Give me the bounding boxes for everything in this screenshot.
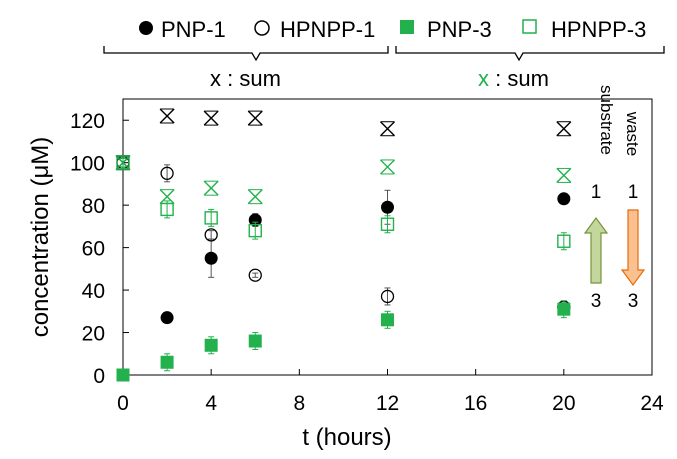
point-hpnpp-1-1 <box>160 166 174 180</box>
point-hpnpp-3-3 <box>380 217 395 231</box>
point-pnp-1-0 <box>160 311 174 325</box>
point-pnp-3-2 <box>557 302 571 316</box>
y-axis: 0 20 40 60 80 100 120 <box>70 110 129 388</box>
x-stroke <box>556 121 572 137</box>
point-pnp-3-2 <box>116 368 130 382</box>
x-tick-label: 8 <box>293 392 305 415</box>
x-axis-label: t (hours) <box>302 424 391 451</box>
point-x-sum-5 <box>556 167 572 183</box>
annotation-substrate: substrate 1 3 <box>583 85 616 312</box>
point-hpnpp-3-3 <box>248 223 262 238</box>
legend-item-pnp3: PNP-3 <box>400 17 492 42</box>
x-tick-label: 4 <box>205 392 217 415</box>
waste-label: waste <box>623 111 642 156</box>
plot-frame <box>122 98 653 376</box>
point-pnp-1-0 <box>204 251 218 265</box>
x-stroke <box>159 108 175 124</box>
point-pnp-1-0 <box>248 213 262 227</box>
point-hpnpp-3-3 <box>116 155 130 170</box>
point-x-sum-5 <box>115 155 131 171</box>
waste-top: 1 <box>628 182 639 203</box>
point-x-sum-4 <box>380 121 395 137</box>
x-stroke <box>115 155 131 171</box>
legend-item-hpnpp3: HPNPP-3 <box>522 17 646 42</box>
legend-marker-hpnpp3 <box>522 19 537 34</box>
point-x-sum-4 <box>203 110 219 126</box>
legend-label-pnp3: PNP-3 <box>427 17 492 42</box>
point-x-sum-4 <box>159 108 175 124</box>
x-stroke <box>247 110 263 126</box>
point-pnp-1-0 <box>381 200 394 214</box>
point-x-sum-5 <box>159 189 175 205</box>
y-tick-label: 20 <box>82 323 105 346</box>
legend-label-pnp1: PNP-1 <box>161 17 226 42</box>
legend-label-hpnpp3: HPNPP-3 <box>551 17 646 42</box>
sum-text-green: : sum <box>489 66 549 91</box>
sum-label-green: x : sum <box>478 66 549 91</box>
x-tick-label: 16 <box>464 392 487 415</box>
x-stroke <box>380 159 395 175</box>
annotation-waste: waste 1 3 <box>620 111 646 312</box>
y-tick-label: 120 <box>70 110 105 133</box>
point-hpnpp-1-1 <box>380 289 395 304</box>
x-stroke <box>203 180 219 196</box>
x-tick-label: 20 <box>552 392 575 415</box>
substrate-bottom: 3 <box>591 291 602 312</box>
point-pnp-1-0 <box>557 192 571 206</box>
point-hpnpp-1-1 <box>248 268 262 282</box>
x-tick-label: 0 <box>117 392 129 415</box>
waste-bottom: 3 <box>628 291 639 312</box>
legend-marker-pnp3 <box>400 20 414 34</box>
waste-arrow <box>620 209 646 287</box>
y-tick-label: 40 <box>82 280 105 303</box>
point-pnp-3-2 <box>381 313 394 327</box>
legend-marker-pnp1 <box>139 21 153 35</box>
x-stroke <box>380 121 395 137</box>
substrate-top: 1 <box>591 182 602 203</box>
point-x-sum-5 <box>203 180 219 196</box>
sum-text-black: : sum <box>221 66 281 91</box>
point-x-sum-5 <box>247 189 263 205</box>
sum-symbol-green: x <box>478 66 489 91</box>
x-stroke <box>159 189 175 205</box>
sum-symbol-black: x <box>210 66 221 91</box>
legend-marker-hpnpp1 <box>254 20 270 36</box>
point-hpnpp-3-3 <box>204 211 218 225</box>
data-marks <box>115 108 572 382</box>
legend-item-hpnpp1: HPNPP-1 <box>254 17 375 42</box>
point-x-sum-4 <box>247 110 263 126</box>
point-pnp-3-2 <box>160 355 174 369</box>
x-stroke <box>556 167 572 183</box>
sum-label-black: x : sum <box>210 66 281 91</box>
point-pnp-3-2 <box>204 338 218 352</box>
x-tick-label: 12 <box>376 392 399 415</box>
brace-right <box>395 46 665 62</box>
y-tick-label: 60 <box>82 238 105 261</box>
x-stroke <box>203 110 219 126</box>
y-tick-label: 80 <box>82 195 105 218</box>
x-axis: 0 4 8 12 16 20 24 <box>117 369 664 415</box>
point-x-sum-5 <box>380 159 395 175</box>
point-hpnpp-3-3 <box>557 234 571 248</box>
brace-left <box>103 46 389 62</box>
point-x-sum-4 <box>556 121 572 137</box>
legend-label-hpnpp1: HPNPP-1 <box>280 17 375 42</box>
substrate-label: substrate <box>597 85 616 155</box>
substrate-arrow <box>583 216 609 284</box>
point-pnp-3-2 <box>248 334 262 348</box>
y-axis-label: concentration (μM) <box>27 137 54 338</box>
x-stroke <box>247 189 263 205</box>
legend-item-pnp1: PNP-1 <box>139 17 226 42</box>
y-tick-label: 0 <box>93 365 105 388</box>
x-tick-label: 24 <box>640 392 664 415</box>
point-hpnpp-1-1 <box>204 228 218 242</box>
y-tick-label: 100 <box>70 153 105 176</box>
legend: PNP-1 HPNPP-1 PNP-3 HPNPP-3 <box>139 17 646 42</box>
